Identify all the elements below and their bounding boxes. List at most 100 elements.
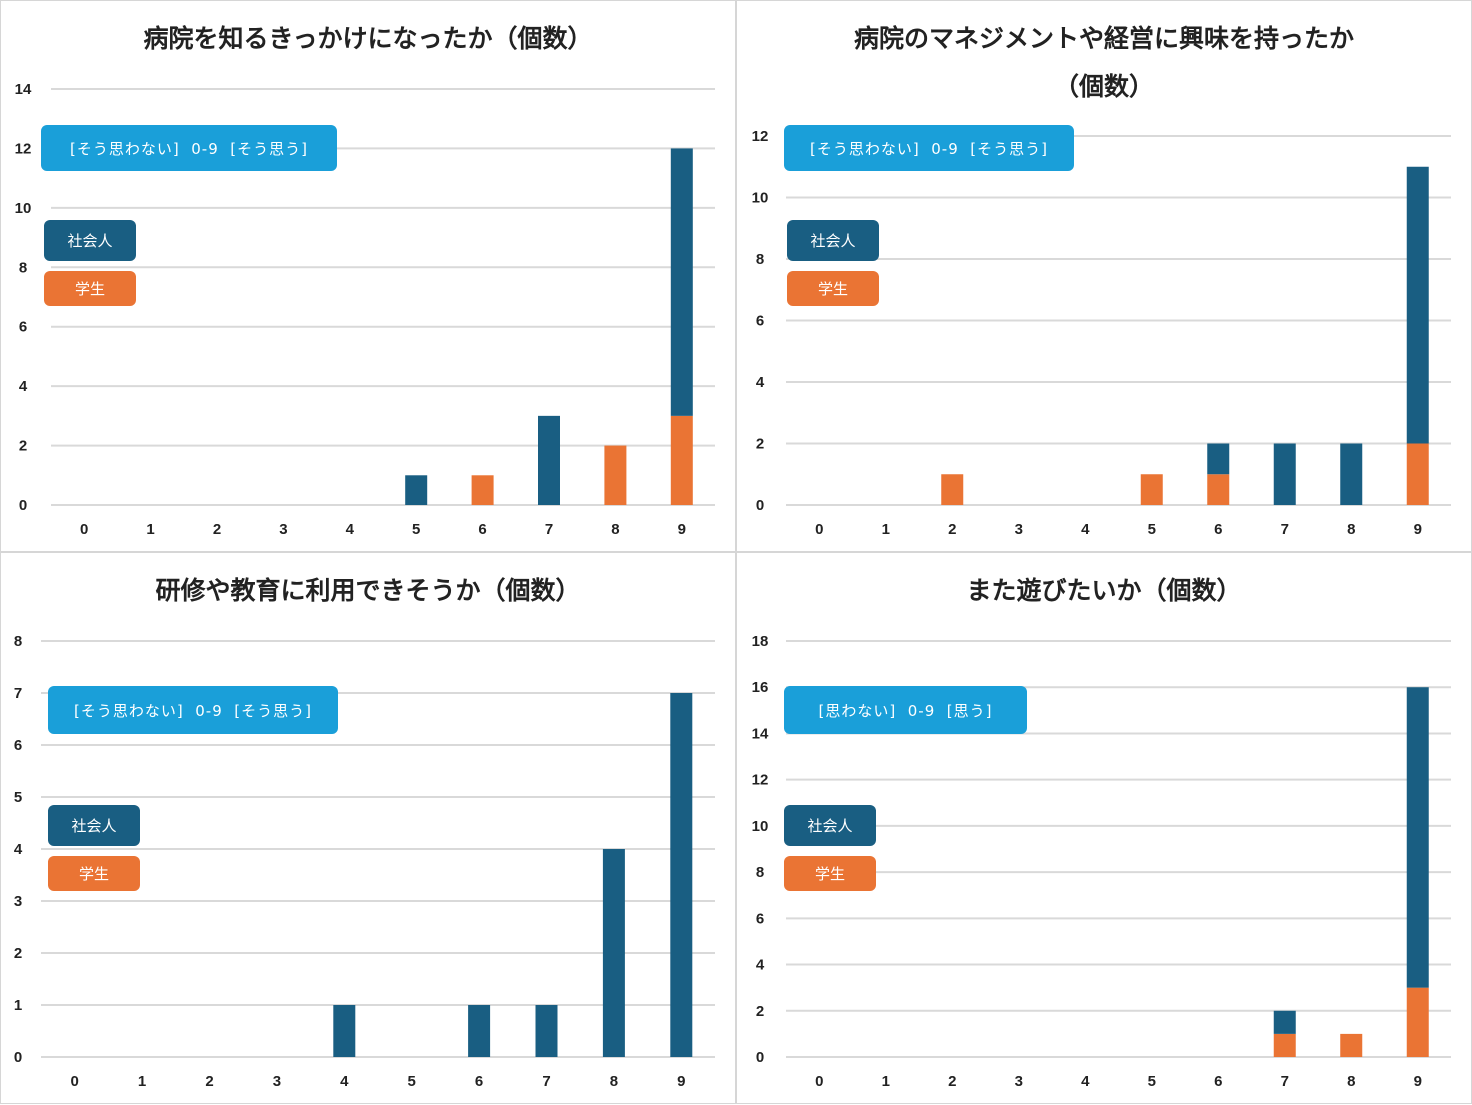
x-tick-label: 8 (1347, 521, 1355, 538)
y-tick-label: 8 (19, 259, 27, 276)
chart-panel: 0 2 4 6 8 10 12 14 0 1 2 3 4 5 6 7 8 9 病院を知るきっかけになったか（個数）[… (0, 0, 736, 552)
y-tick-label: 0 (19, 497, 27, 514)
x-tick-label: 3 (1015, 521, 1023, 538)
x-tick-label: 0 (815, 521, 823, 538)
bar-worker (602, 849, 625, 1057)
x-tick-label: 8 (1347, 1073, 1355, 1090)
bar-worker (1273, 1010, 1296, 1034)
legend-student: 学生 (44, 271, 136, 306)
x-tick-label: 1 (882, 521, 890, 538)
y-tick-label: 5 (14, 789, 22, 806)
y-tick-label: 2 (756, 436, 764, 453)
chart-title: また遊びたいか（個数） (966, 576, 1242, 605)
x-tick-label: 5 (1148, 1073, 1156, 1090)
chart-plot: 0 1 2 3 4 5 6 7 8 0 1 2 3 4 5 6 7 8 9 (14, 633, 715, 1090)
x-tick-label: 9 (678, 521, 686, 538)
legend-worker: 社会人 (787, 220, 879, 261)
y-tick-label: 0 (756, 497, 764, 514)
y-tick-label: 6 (14, 737, 22, 754)
x-tick-label: 1 (138, 1073, 146, 1090)
x-tick-label: 5 (1148, 521, 1156, 538)
x-tick-label: 3 (1015, 1073, 1023, 1090)
x-tick-label: 7 (1281, 521, 1289, 538)
x-tick-label: 4 (1081, 1073, 1090, 1090)
bar-worker (670, 693, 693, 1057)
y-tick-label: 10 (15, 200, 32, 217)
x-tick-label: 3 (273, 1073, 281, 1090)
chart-title: 病院のマネジメントや経営に興味を持ったか (853, 24, 1354, 53)
y-tick-label: 6 (756, 910, 764, 927)
x-tick-label: 2 (213, 521, 221, 538)
legend-student: 学生 (784, 856, 876, 891)
bar-worker (1340, 443, 1363, 505)
y-tick-label: 10 (752, 190, 769, 207)
bar-student (941, 474, 964, 505)
y-tick-label: 8 (756, 251, 764, 268)
y-tick-label: 1 (14, 997, 22, 1014)
bar-worker (538, 415, 560, 505)
bar-worker (333, 1005, 356, 1057)
y-tick-label: 12 (752, 128, 769, 145)
scale-range-label: [思わない] 0-9 [思う] (784, 686, 1027, 734)
bar-student (1207, 474, 1230, 505)
x-tick-label: 4 (340, 1073, 349, 1090)
x-tick-label: 5 (408, 1073, 416, 1090)
y-tick-label: 18 (752, 633, 769, 650)
bar-worker (670, 148, 693, 416)
x-tick-label: 0 (71, 1073, 79, 1090)
chart-title: 病院を知るきっかけになったか（個数） (143, 24, 593, 53)
y-tick-label: 12 (15, 140, 32, 157)
x-tick-label: 2 (205, 1073, 213, 1090)
x-tick-label: 2 (948, 1073, 956, 1090)
x-tick-label: 0 (80, 521, 88, 538)
chart-title: 研修や教育に利用できそうか（個数） (155, 576, 581, 605)
chart-panel: 0 2 4 6 8 10 12 0 1 2 3 4 5 6 7 8 9 病院のマネジメントや経営に興味を持ったか（… (736, 0, 1472, 552)
x-tick-label: 6 (1214, 521, 1222, 538)
bar-worker (1406, 166, 1429, 444)
x-tick-label: 2 (948, 521, 956, 538)
x-tick-label: 9 (1414, 521, 1422, 538)
x-tick-label: 9 (677, 1073, 685, 1090)
x-tick-label: 7 (1281, 1073, 1289, 1090)
y-tick-label: 7 (14, 685, 22, 702)
x-tick-label: 4 (1081, 521, 1090, 538)
x-tick-label: 7 (542, 1073, 550, 1090)
scale-range-label: [そう思わない] 0-9 [そう思う] (41, 125, 337, 171)
bar-student (1406, 443, 1429, 505)
y-tick-label: 12 (752, 772, 769, 789)
y-tick-label: 0 (14, 1049, 22, 1066)
x-tick-label: 0 (815, 1073, 823, 1090)
chart-title-line2: （個数） (1053, 72, 1154, 101)
bar-student (1406, 987, 1429, 1057)
x-tick-label: 8 (611, 521, 619, 538)
y-tick-label: 4 (19, 378, 28, 395)
chart-panel: 0 2 4 6 8 10 12 14 16 18 0 1 2 3 4 5 6 7 8 9 また遊びたいか（個数） [思わな… (736, 552, 1472, 1104)
y-tick-label: 8 (14, 633, 22, 650)
chart-panel: 0 1 2 3 4 5 6 7 8 0 1 2 3 4 5 6 7 8 9 研修や教育に利用できそうか（個数） [そう思… (0, 552, 736, 1104)
x-tick-label: 9 (1414, 1073, 1422, 1090)
bar-worker (405, 475, 428, 505)
x-tick-label: 8 (610, 1073, 618, 1090)
y-tick-label: 8 (756, 864, 764, 881)
bar-student (1340, 1033, 1363, 1057)
legend-student: 学生 (48, 856, 140, 891)
x-tick-label: 6 (475, 1073, 483, 1090)
bar-student (471, 475, 494, 505)
legend-worker: 社会人 (784, 805, 876, 846)
y-tick-label: 14 (15, 81, 32, 98)
y-tick-label: 2 (756, 1003, 764, 1020)
bar-student (670, 415, 693, 505)
legend-worker: 社会人 (44, 220, 136, 261)
bar-student (1273, 1033, 1296, 1057)
bar-worker (535, 1005, 558, 1057)
y-tick-label: 6 (19, 319, 27, 336)
x-tick-label: 6 (1214, 1073, 1222, 1090)
x-tick-label: 5 (412, 521, 420, 538)
bar-student (604, 445, 627, 505)
x-tick-label: 7 (545, 521, 553, 538)
legend-student: 学生 (787, 271, 879, 306)
y-tick-label: 10 (752, 818, 769, 835)
legend-worker: 社会人 (48, 805, 140, 846)
bar-worker (1406, 687, 1429, 988)
